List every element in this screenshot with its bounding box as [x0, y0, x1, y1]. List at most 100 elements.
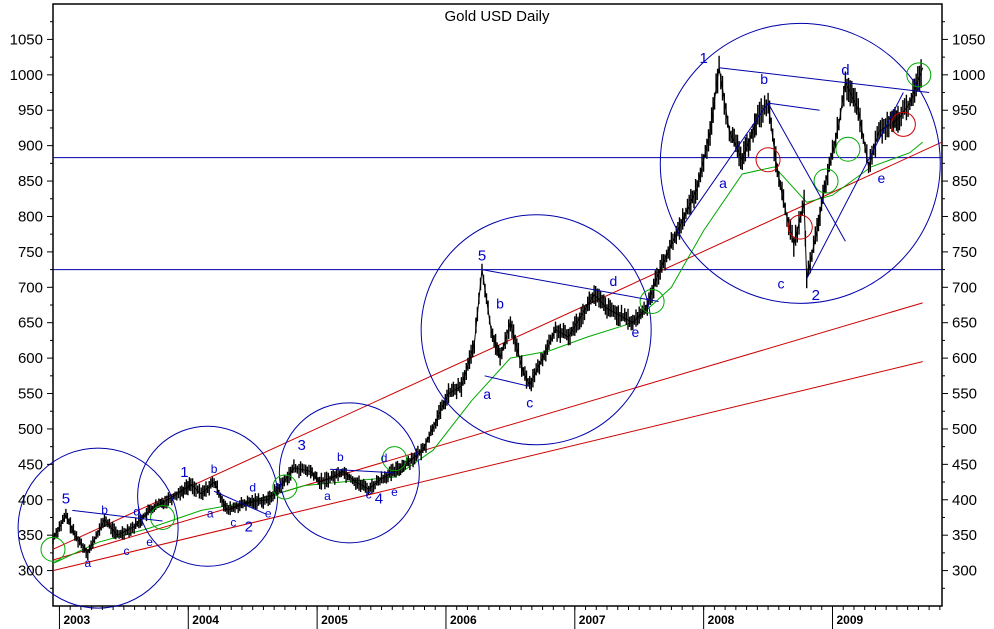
- y-tick-label-left-1: 350: [18, 527, 43, 544]
- y-tick-label-right-3: 450: [952, 456, 977, 473]
- y-tick-label-left-11: 850: [18, 173, 43, 190]
- wave-line-0: [481, 269, 659, 302]
- wave-line-9: [329, 468, 395, 474]
- wave-label-27: a: [719, 175, 727, 191]
- trend-line-1: [52, 302, 923, 561]
- wave-label-11: 2: [245, 519, 253, 536]
- x-tick-label-3: 2006: [450, 613, 477, 627]
- wave-label-16: c: [366, 487, 372, 501]
- wave-line-5: [767, 102, 846, 242]
- marker-circle-5: [755, 147, 781, 173]
- y-tick-label-left-10: 800: [18, 208, 43, 225]
- wave-label-9: c: [230, 516, 236, 530]
- wave-label-28: b: [760, 71, 768, 87]
- y-tick-label-right-15: 1050: [952, 31, 985, 48]
- y-tick-label-right-7: 650: [952, 315, 977, 332]
- marker-circle-2: [272, 474, 298, 500]
- y-tick-label-left-14: 1000: [10, 67, 43, 84]
- marker-circle-1: [150, 504, 176, 530]
- y-tick-label-left-2: 400: [18, 492, 43, 509]
- y-tick-label-left-15: 1050: [10, 31, 43, 48]
- wave-circle-2: [278, 402, 420, 544]
- marker-circle-4: [639, 288, 665, 314]
- y-tick-label-right-4: 500: [952, 421, 977, 438]
- y-tick-label-left-9: 750: [18, 244, 43, 261]
- x-tick-label-4: 2007: [579, 613, 606, 627]
- marker-circle-7: [813, 168, 839, 194]
- wave-label-12: e: [265, 506, 272, 520]
- y-tick-label-left-4: 500: [18, 421, 43, 438]
- wave-label-22: a: [483, 386, 491, 402]
- wave-line-2: [719, 67, 930, 94]
- y-tick-label-right-0: 300: [952, 563, 977, 580]
- price-series: [52, 55, 924, 561]
- y-tick-label-right-6: 600: [952, 350, 977, 367]
- wave-line-7: [72, 509, 163, 522]
- y-tick-label-left-8: 700: [18, 279, 43, 296]
- wave-label-8: b: [211, 462, 218, 476]
- y-tick-label-right-2: 400: [952, 492, 977, 509]
- x-tick-label-0: 2003: [63, 613, 90, 627]
- x-tick-label-6: 2009: [836, 613, 863, 627]
- trend-line-2: [52, 361, 923, 572]
- y-tick-label-left-13: 950: [18, 102, 43, 119]
- price-line: [52, 67, 924, 554]
- x-tick-label-5: 2008: [708, 613, 735, 627]
- wave-label-19: e: [391, 485, 398, 499]
- wave-line-4: [767, 102, 820, 111]
- axes: 300 300 350 350 400 400 450 450 500 500 550 550 600 6…: [10, 21, 985, 629]
- wave-label-29: c: [777, 276, 784, 292]
- marker-circle-8: [835, 136, 861, 162]
- wave-label-21: b: [496, 296, 504, 312]
- horizontal-lines: [53, 157, 942, 271]
- y-tick-label-left-6: 600: [18, 350, 43, 367]
- wave-label-14: b: [337, 450, 344, 464]
- wave-circle-4: [659, 22, 941, 304]
- marker-circle-6: [787, 214, 813, 240]
- wave-label-24: d: [610, 273, 618, 289]
- wave-label-7: a: [207, 506, 214, 520]
- y-tick-label-right-9: 750: [952, 244, 977, 261]
- y-tick-label-right-10: 800: [952, 208, 977, 225]
- y-tick-label-right-5: 550: [952, 386, 977, 403]
- chart-title: Gold USD Daily: [444, 8, 550, 25]
- trend-lines: [52, 141, 943, 572]
- marker-circle-10: [906, 62, 932, 88]
- wave-label-32: e: [878, 170, 886, 186]
- wave-label-26: 1: [699, 50, 707, 67]
- y-tick-label-right-12: 900: [952, 138, 977, 155]
- wave-lines: [72, 67, 930, 522]
- wave-label-23: c: [526, 395, 533, 411]
- wave-label-31: d: [841, 62, 849, 79]
- x-tick-label-1: 2004: [192, 613, 219, 627]
- wave-label-18: 4: [375, 490, 383, 507]
- marker-circle-0: [40, 536, 66, 562]
- y-tick-label-right-1: 350: [952, 527, 977, 544]
- wave-circle-0: [17, 447, 179, 609]
- wave-label-6: 1: [180, 464, 188, 481]
- y-tick-label-left-12: 900: [18, 138, 43, 155]
- y-tick-label-right-13: 950: [952, 102, 977, 119]
- y-tick-label-right-8: 700: [952, 279, 977, 296]
- price-bars: [52, 55, 922, 561]
- y-tick-label-left-0: 300: [18, 563, 43, 580]
- wave-label-5: e: [146, 535, 153, 549]
- wave-circle-3: [420, 214, 652, 446]
- wave-label-0: 5: [62, 490, 70, 507]
- wave-label-2: b: [101, 503, 108, 517]
- y-tick-label-left-5: 550: [18, 386, 43, 403]
- y-tick-label-left-3: 450: [18, 456, 43, 473]
- wave-label-10: d: [249, 480, 256, 494]
- wave-label-4: d: [133, 504, 140, 518]
- wave-label-30: 2: [812, 287, 820, 304]
- wave-label-20: 5: [478, 247, 486, 264]
- wave-label-13: 3: [297, 437, 305, 454]
- wave-label-3: c: [123, 544, 129, 558]
- wave-label-15: a: [324, 489, 331, 503]
- moving-average-line: [52, 141, 924, 564]
- y-tick-label-right-11: 850: [952, 173, 977, 190]
- wave-line-1: [484, 375, 530, 387]
- marker-circle-3: [381, 446, 407, 472]
